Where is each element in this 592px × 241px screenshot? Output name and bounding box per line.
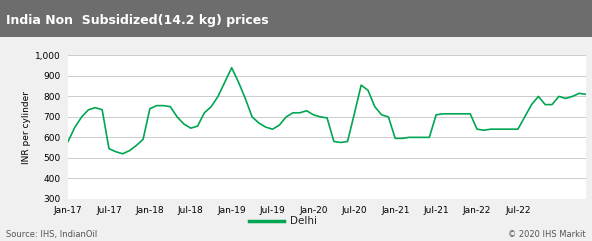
Text: © 2020 IHS Markit: © 2020 IHS Markit	[509, 230, 586, 239]
Text: India Non  Subsidized(14.2 kg) prices: India Non Subsidized(14.2 kg) prices	[6, 14, 269, 27]
Y-axis label: INR per cylinder: INR per cylinder	[21, 91, 31, 164]
Text: Delhi: Delhi	[290, 215, 317, 226]
Text: Source: IHS, IndianOil: Source: IHS, IndianOil	[6, 230, 97, 239]
